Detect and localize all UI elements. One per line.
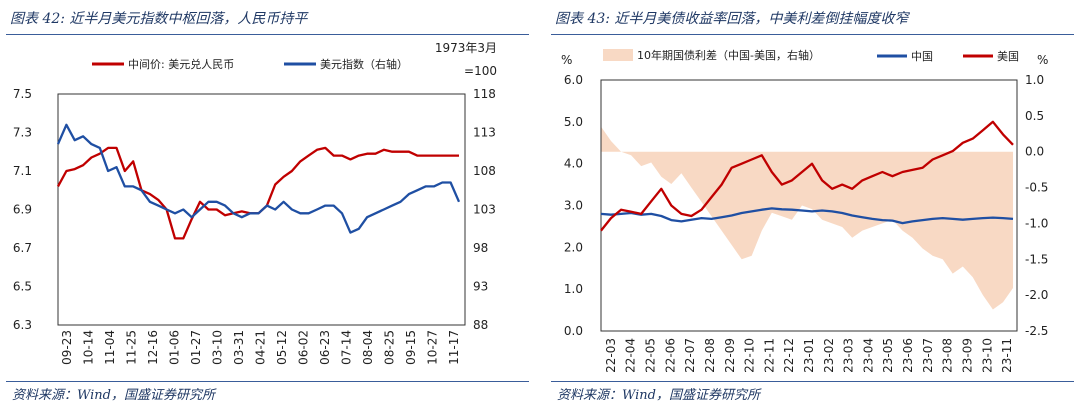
left-plot-frame bbox=[57, 93, 466, 326]
left-x-tick-11-04: 11-04 bbox=[103, 330, 117, 365]
left-source-note: 资料来源：Wind，国盛证券研究所 bbox=[12, 388, 215, 403]
usd-cny-dollar-index-chart: 6.3 6.5 6.7 6.9 7.1 7.3 7.5 88 93 98 103 108 113 118 1… bbox=[13, 41, 497, 365]
usd-cny-midpoint-line bbox=[56, 146, 459, 240]
left-title-rule bbox=[6, 34, 529, 35]
right-x-tick-22-12: 22-12 bbox=[782, 338, 796, 373]
left-y-tick-7.1: 7.1 bbox=[13, 164, 32, 178]
left-y-tick-1.0: 1.0 bbox=[564, 282, 583, 296]
right-x-tick-22-06: 22-06 bbox=[663, 338, 677, 373]
right-y-tick-118: 118 bbox=[473, 87, 496, 101]
left-x-tick-11-25: 11-25 bbox=[124, 330, 138, 365]
left-y-tick-3.0: 3.0 bbox=[564, 199, 583, 213]
left-x-tick-06-23: 06-23 bbox=[318, 330, 332, 365]
right-y-tick-108: 108 bbox=[473, 164, 496, 178]
right-y-tick--1.0: -1.0 bbox=[1025, 216, 1048, 230]
right-plot-frame bbox=[600, 79, 1018, 332]
right-x-tick-22-08: 22-08 bbox=[703, 338, 717, 373]
left-x-tick-11-17: 11-17 bbox=[447, 330, 461, 365]
left-x-tick-01-27: 01-27 bbox=[189, 330, 203, 365]
right-x-tick-23-04: 23-04 bbox=[861, 338, 875, 373]
right-axis-unit: % bbox=[1037, 53, 1048, 67]
left-chart-panel: 图表 42: 近半月美元指数中枢回落，人民币持平 6.3 6.5 6.7 6.9 7.1… bbox=[0, 0, 535, 409]
left-x-tick-03-10: 03-10 bbox=[210, 330, 224, 365]
left-x-tick-10-14: 10-14 bbox=[81, 330, 95, 365]
left-y-tick-6.3: 6.3 bbox=[13, 318, 32, 332]
left-y-tick-4.0: 4.0 bbox=[564, 157, 583, 171]
left-y-tick-6.0: 6.0 bbox=[564, 73, 583, 87]
left-x-tick-12-16: 12-16 bbox=[146, 330, 160, 365]
right-source-rule bbox=[551, 381, 1074, 382]
right-x-tick-23-06: 23-06 bbox=[901, 338, 915, 373]
right-x-tick-23-09: 23-09 bbox=[960, 338, 974, 373]
right-y-tick-0.5: 0.5 bbox=[1025, 109, 1044, 123]
right-x-tick-22-03: 22-03 bbox=[604, 338, 618, 373]
right-y-tick-113: 113 bbox=[473, 126, 496, 140]
right-y-tick--0.5: -0.5 bbox=[1025, 181, 1048, 195]
right-x-tick-23-10: 23-10 bbox=[980, 338, 994, 373]
right-y-tick-1.0: 1.0 bbox=[1025, 73, 1044, 87]
legend-label-us: 美国 bbox=[997, 50, 1019, 63]
right-x-tick-23-05: 23-05 bbox=[881, 338, 895, 373]
right-x-tick-22-09: 22-09 bbox=[723, 338, 737, 373]
right-x-tick-22-07: 22-07 bbox=[683, 338, 697, 373]
right-y-tick-103: 103 bbox=[473, 203, 496, 217]
left-y-tick-0.0: 0.0 bbox=[564, 324, 583, 338]
left-x-tick-09-23: 09-23 bbox=[60, 330, 74, 365]
left-x-tick-01-06: 01-06 bbox=[167, 330, 181, 365]
legend-label-china: 中国 bbox=[911, 50, 933, 63]
left-x-tick-07-14: 07-14 bbox=[340, 330, 354, 365]
right-y-tick-98: 98 bbox=[473, 241, 488, 255]
left-y-tick-6.5: 6.5 bbox=[13, 280, 32, 294]
left-y-tick-7.3: 7.3 bbox=[13, 126, 32, 140]
left-x-tick-03-31: 03-31 bbox=[232, 330, 246, 365]
legend-swatch-spread bbox=[603, 49, 633, 61]
left-x-tick-09-15: 09-15 bbox=[404, 330, 418, 365]
left-x-tick-08-25: 08-25 bbox=[383, 330, 397, 365]
right-chart-title: 图表 43: 近半月美债收益率回落，中美利差倒挂幅度收窄 bbox=[555, 11, 909, 27]
left-y-tick-6.9: 6.9 bbox=[13, 203, 32, 217]
right-x-tick-23-08: 23-08 bbox=[941, 338, 955, 373]
left-y-tick-5.0: 5.0 bbox=[564, 115, 583, 129]
right-y-tick--1.5: -1.5 bbox=[1025, 252, 1048, 266]
right-x-tick-22-10: 22-10 bbox=[743, 338, 757, 373]
right-source-note: 资料来源：Wind，国盛证券研究所 bbox=[557, 388, 760, 403]
legend-label-spread: 10年期国债利差（中国-美国，右轴） bbox=[637, 48, 820, 62]
left-chart-title: 图表 42: 近半月美元指数中枢回落，人民币持平 bbox=[10, 11, 308, 27]
right-x-tick-22-05: 22-05 bbox=[644, 338, 658, 373]
right-y-tick--2.5: -2.5 bbox=[1025, 324, 1048, 338]
china-yield-line bbox=[600, 207, 1014, 225]
left-y-tick-6.7: 6.7 bbox=[13, 241, 32, 255]
right-chart-panel: 图表 43: 近半月美债收益率回落，中美利差倒挂幅度收窄 %% 0.0 1.0 2.0… bbox=[545, 0, 1080, 409]
legend-label-1: 美元指数（右轴） bbox=[320, 57, 408, 71]
right-x-tick-23-03: 23-03 bbox=[842, 338, 856, 373]
left-x-tick-08-04: 08-04 bbox=[361, 330, 375, 365]
left-x-tick-10-27: 10-27 bbox=[426, 330, 440, 365]
right-title-rule bbox=[551, 34, 1074, 35]
right-y-tick-0.0: 0.0 bbox=[1025, 145, 1044, 159]
right-x-tick-23-11: 23-11 bbox=[1000, 338, 1014, 373]
right-x-tick-23-02: 23-02 bbox=[822, 338, 836, 373]
left-y-tick-2.0: 2.0 bbox=[564, 240, 583, 254]
right-axis-note-unit: =100 bbox=[464, 64, 497, 78]
right-axis-note: 1973年3月 bbox=[435, 41, 497, 55]
right-y-tick-88: 88 bbox=[473, 318, 488, 332]
left-axis-unit: % bbox=[561, 53, 572, 67]
right-y-tick--2.0: -2.0 bbox=[1025, 288, 1048, 302]
right-x-tick-22-04: 22-04 bbox=[624, 338, 638, 373]
left-y-tick-7.5: 7.5 bbox=[13, 87, 32, 101]
left-x-tick-05-12: 05-12 bbox=[275, 330, 289, 365]
right-y-tick-93: 93 bbox=[473, 280, 488, 294]
left-x-tick-04-21: 04-21 bbox=[254, 330, 268, 365]
right-x-tick-22-11: 22-11 bbox=[762, 338, 776, 373]
yield-spread-area bbox=[601, 126, 1013, 310]
us-yield-line bbox=[600, 120, 1014, 232]
left-x-tick-06-02: 06-02 bbox=[297, 330, 311, 365]
dollar-index-line bbox=[56, 123, 461, 234]
left-source-rule bbox=[6, 381, 529, 382]
right-x-tick-23-07: 23-07 bbox=[921, 338, 935, 373]
bond-yield-spread-chart: % % 0.0 1.0 2.0 3.0 4.0 5.0 6.0 -2.5 -2.0 -1.5 -1.0 -… bbox=[561, 48, 1048, 373]
right-x-tick-23-01: 23-01 bbox=[802, 338, 816, 373]
legend-label-0: 中间价: 美元兑人民币 bbox=[128, 57, 234, 71]
